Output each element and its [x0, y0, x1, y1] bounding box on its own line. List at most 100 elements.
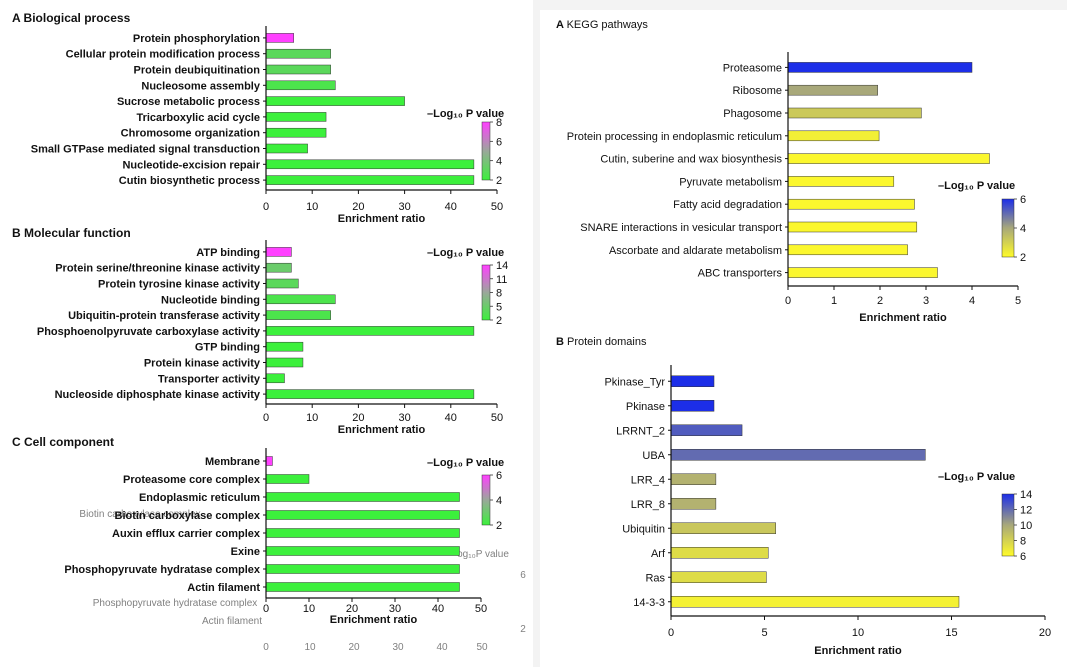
legend-tick-label-mf: 11: [496, 274, 507, 286]
bar-cc: [265, 492, 460, 502]
legend-tick-label-bp: 6: [496, 136, 502, 148]
bar-mf: [265, 294, 336, 305]
x-tick-label-kegg: 2: [877, 295, 883, 307]
x-tick-label-bp: 0: [263, 201, 269, 213]
bar-mf: [265, 310, 331, 320]
x-axis-title-cc: Enrichment ratio: [330, 614, 418, 626]
x-tick-label-cc: 50: [475, 603, 487, 615]
legend-tick-label-mf: 2: [496, 315, 502, 327]
ghost-text: Biotin carboxylase complex: [79, 509, 200, 520]
panel-title-text: KEGG pathways: [567, 19, 649, 31]
ghost-text: 10: [304, 642, 316, 653]
category-label-bp: Cutin biosynthetic process: [119, 175, 260, 187]
legend-title-kegg: –Log₁₀ P value: [938, 180, 1015, 192]
bar-pd: [670, 375, 715, 387]
x-axis-title-pd: Enrichment ratio: [814, 645, 902, 657]
bar-bp: [265, 159, 475, 170]
bar-cc: [265, 456, 273, 466]
category-label-cc: Phosphopyruvate hydratase complex: [64, 564, 260, 576]
category-label-bp: Nucleotide-excision repair: [122, 159, 260, 171]
category-label-pd: LRRNT_2: [616, 425, 665, 437]
legend-colorbar-kegg: [1001, 198, 1015, 258]
x-tick-label-pd: 20: [1039, 627, 1051, 639]
legend-tick-label-pd: 14: [1020, 489, 1032, 501]
bar-mf: [265, 373, 285, 384]
legend-tick-label-mf: 5: [496, 301, 502, 313]
legend-tick-label-mf: 14: [496, 260, 508, 272]
chart-title-mf: B Molecular function: [12, 226, 131, 240]
category-label-cc: Endoplasmic reticulum: [139, 492, 260, 504]
x-axis-title-mf: Enrichment ratio: [338, 424, 426, 436]
category-label-mf: Transporter activity: [158, 373, 261, 385]
x-axis-title-kegg: Enrichment ratio: [859, 312, 947, 324]
x-tick-label-cc: 20: [346, 603, 358, 615]
category-label-bp: Tricarboxylic acid cycle: [136, 112, 260, 124]
legend-tick-label-pd: 12: [1020, 505, 1032, 517]
legend-title-bp: –Log₁₀ P value: [427, 108, 504, 120]
category-label-pd: UBA: [642, 450, 665, 462]
ghost-text: og₁₀P value: [457, 549, 509, 560]
bar-bp: [265, 175, 475, 185]
category-label-kegg: Proteasome: [723, 62, 782, 74]
legend-tick-label-bp: 4: [496, 156, 502, 168]
legend-colorbar-pd: [1001, 493, 1015, 557]
x-tick-label-kegg: 4: [969, 295, 975, 307]
x-tick-label-bp: 30: [398, 201, 410, 213]
x-tick-label-mf: 20: [352, 412, 364, 424]
category-label-pd: Pkinase: [626, 401, 665, 413]
category-label-mf: Ubiquitin-protein transferase activity: [68, 310, 261, 322]
category-label-cc: Auxin efflux carrier complex: [112, 528, 261, 540]
bar-pd: [670, 522, 776, 534]
x-tick-label-mf: 40: [445, 412, 457, 424]
category-label-mf: Protein kinase activity: [144, 358, 261, 370]
bar-kegg: [787, 130, 880, 142]
category-label-bp: Nucleosome assembly: [141, 80, 260, 92]
ghost-text: 50: [476, 642, 488, 653]
bar-pd: [670, 498, 717, 510]
x-tick-label-cc: 30: [389, 603, 401, 615]
category-label-mf: Nucleoside diphosphate kinase activity: [55, 389, 261, 401]
bar-mf: [265, 357, 304, 368]
category-label-pd: LRR_4: [631, 474, 665, 486]
legend-tick-label-pd: 8: [1020, 536, 1026, 548]
x-tick-label-cc: 0: [263, 603, 269, 615]
category-label-kegg: Fatty acid degradation: [673, 199, 782, 211]
category-label-pd: LRR_8: [631, 499, 665, 511]
legend-title-cc: –Log₁₀ P value: [427, 457, 504, 469]
x-tick-label-bp: 50: [491, 201, 503, 213]
x-tick-label-pd: 10: [852, 627, 864, 639]
bar-pd: [670, 571, 767, 583]
bar-bp: [265, 48, 331, 59]
category-label-pd: Pkinase_Tyr: [604, 376, 665, 388]
panel-letter: A: [556, 19, 567, 31]
legend-tick-label-cc: 4: [496, 495, 502, 507]
ghost-text: 20: [348, 642, 360, 653]
bar-bp: [265, 143, 308, 154]
bar-mf: [265, 341, 304, 352]
category-label-pd: Ras: [645, 572, 665, 584]
legend-colorbar-bp: [481, 121, 491, 181]
bar-kegg: [787, 176, 895, 187]
bar-kegg: [787, 84, 878, 96]
category-label-kegg: Protein processing in endoplasmic reticu…: [567, 131, 782, 143]
x-tick-label-bp: 10: [306, 201, 318, 213]
bar-kegg: [787, 198, 915, 210]
x-tick-label-cc: 40: [432, 603, 444, 615]
bar-kegg: [787, 267, 938, 278]
category-label-bp: Chromosome organization: [121, 128, 261, 140]
x-tick-label-cc: 10: [303, 603, 315, 615]
bar-pd: [670, 400, 715, 412]
x-axis-title-bp: Enrichment ratio: [338, 213, 426, 225]
bar-cc: [265, 474, 310, 484]
category-label-pd: 14-3-3: [633, 597, 665, 609]
category-label-cc: Actin filament: [187, 582, 260, 594]
category-label-cc: Exine: [231, 546, 260, 558]
ghost-text: 0: [263, 642, 269, 653]
category-label-mf: Phosphoenolpyruvate carboxylase activity: [37, 326, 261, 338]
legend-tick-label-bp: 2: [496, 175, 502, 187]
category-label-bp: Protein deubiquitination: [134, 65, 261, 77]
category-label-cc: Biotin carboxylase complex: [115, 510, 261, 522]
bar-pd: [670, 424, 743, 436]
bar-kegg: [787, 107, 922, 119]
